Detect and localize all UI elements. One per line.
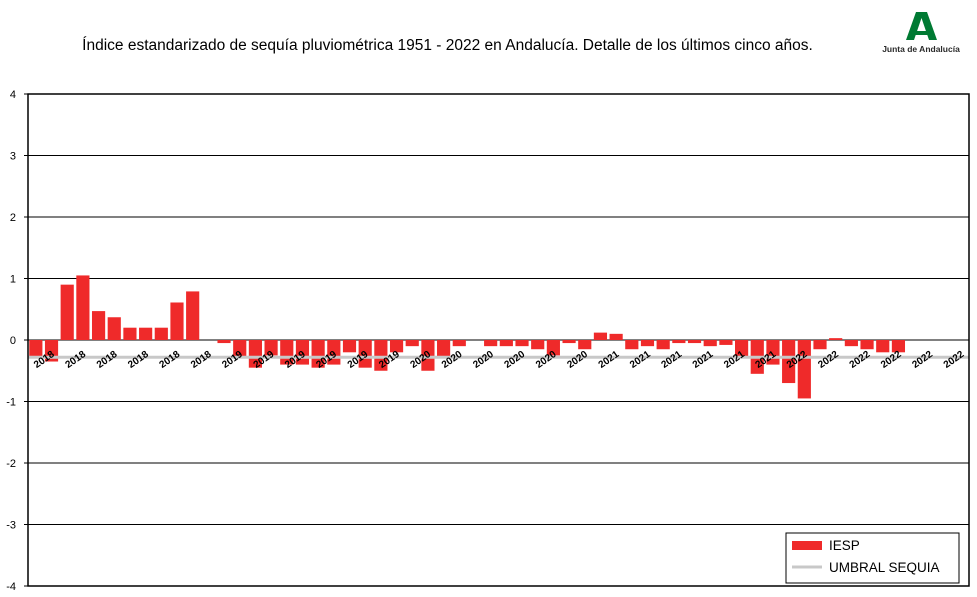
y-tick-label: 4 [10, 89, 16, 101]
x-tick-label: 2018 [158, 349, 183, 371]
iesp-bar [217, 340, 231, 344]
iesp-bar [829, 338, 843, 340]
iesp-bar [139, 327, 153, 340]
iesp-bar [625, 340, 639, 350]
legend-box [785, 532, 960, 584]
chart-title: Índice estandarizado de sequía pluviomét… [82, 37, 813, 54]
junta-de-andalucia-logo: Junta de Andalucía [872, 6, 972, 56]
iesp-bar [264, 340, 278, 356]
iesp-bar [91, 311, 106, 340]
iesp-bar [76, 275, 90, 340]
iesp-bar [640, 340, 655, 347]
iesp-bar [609, 333, 623, 340]
iesp-bar [876, 340, 890, 353]
logo-a-icon [906, 12, 937, 40]
y-tick-label: 2 [10, 212, 16, 224]
iesp-bar [452, 340, 466, 347]
iesp-bar [672, 340, 686, 344]
x-tick-label: 2018 [189, 349, 214, 371]
iesp-bar [656, 340, 670, 350]
iesp-bar [358, 340, 372, 368]
x-tick-label: 2022 [910, 349, 935, 371]
iesp-bar [735, 340, 749, 359]
y-tick-label: 1 [10, 274, 16, 286]
x-tick-label: 2018 [63, 349, 88, 371]
iesp-bar [578, 340, 592, 350]
iesp-bar [311, 340, 325, 368]
y-tick-label: 3 [10, 151, 16, 163]
iesp-bar [515, 340, 529, 347]
iesp-bar [186, 291, 200, 340]
plot-frame [27, 93, 970, 587]
iesp-bar [531, 340, 545, 350]
legend-label-umbral: UMBRAL SEQUIA [829, 560, 940, 575]
iesp-bar [499, 340, 513, 347]
iesp-bar [60, 284, 74, 340]
logo-text: Junta de Andalucía [882, 44, 960, 54]
y-tick-label: -3 [6, 520, 16, 532]
iesp-bar [782, 340, 796, 384]
iesp-bar [703, 340, 717, 347]
iesp-bar [389, 340, 404, 353]
iesp-bar [860, 340, 874, 350]
iesp-bar [844, 340, 858, 347]
x-tick-label: 2020 [565, 349, 590, 371]
iesp-bars [29, 275, 906, 399]
iesp-bar [248, 340, 262, 368]
iesp-bar [546, 340, 560, 356]
iesp-bar [154, 327, 168, 340]
iesp-bar [437, 340, 451, 359]
legend: IESP UMBRAL SEQUIA [785, 532, 960, 584]
iesp-bar [123, 327, 137, 340]
x-tick-label: 2021 [691, 349, 716, 371]
iesp-bar [797, 340, 811, 399]
iesp-bar [233, 340, 247, 359]
iesp-bar [813, 340, 827, 350]
iesp-bar [342, 340, 357, 353]
iesp-bar [405, 340, 419, 347]
iesp-bar [374, 340, 388, 371]
x-tick-label: 2020 [503, 349, 528, 371]
iesp-bar [719, 340, 733, 345]
iesp-bar [593, 332, 608, 340]
iesp-bar [687, 340, 702, 344]
iesp-bar [107, 317, 121, 340]
x-tick-label: 2018 [126, 349, 151, 371]
x-tick-label: 2021 [597, 349, 622, 371]
y-tick-label: -2 [6, 458, 16, 470]
y-axis-ticks: 4 3 2 1 0 -1 -2 -3 -4 [6, 89, 28, 593]
x-tick-label: 2022 [942, 349, 967, 371]
legend-swatch-iesp [792, 541, 822, 550]
x-tick-label: 2018 [95, 349, 120, 371]
x-axis-ticks: 2018 2018 2018 2018 2018 2018 2019 2019 2019 2019… [32, 349, 967, 371]
y-tick-label: -1 [6, 397, 16, 409]
iesp-bar [421, 340, 435, 371]
x-tick-label: 2020 [471, 349, 496, 371]
x-tick-label: 2022 [816, 349, 841, 371]
x-tick-label: 2021 [628, 349, 653, 371]
iesp-bar [29, 340, 43, 359]
iesp-bar [891, 340, 906, 353]
iesp-bar [484, 340, 498, 347]
iesp-bar [170, 302, 184, 340]
y-tick-label: 0 [10, 335, 16, 347]
y-tick-label: -4 [6, 581, 16, 593]
x-tick-label: 2022 [848, 349, 873, 371]
iesp-bar [562, 340, 576, 344]
legend-label-iesp: IESP [829, 538, 860, 553]
gridlines [28, 155, 969, 525]
x-tick-label: 2021 [659, 349, 684, 371]
